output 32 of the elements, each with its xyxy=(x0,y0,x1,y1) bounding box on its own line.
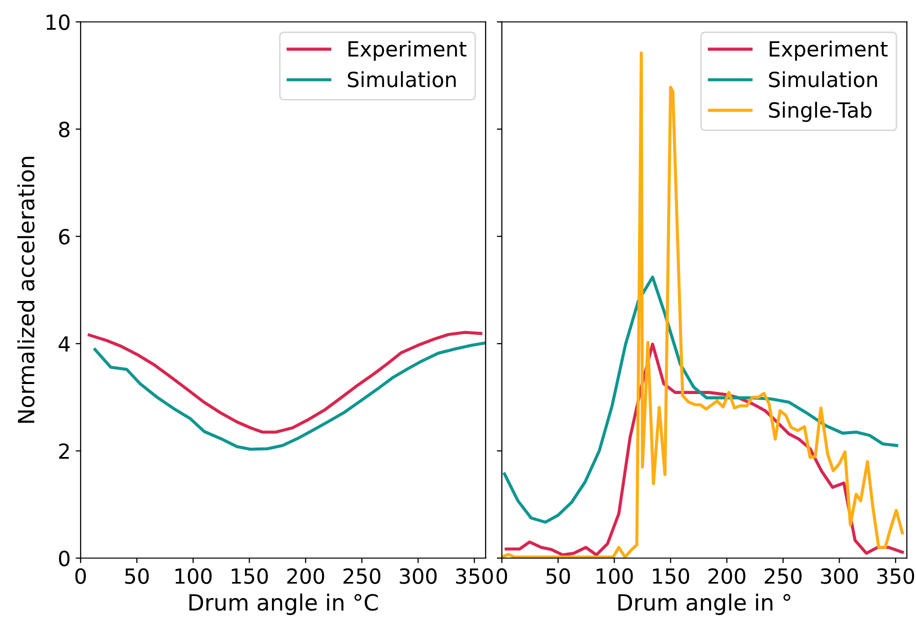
y-tick-label: 0 xyxy=(59,550,70,566)
legend-label: Single-Tab xyxy=(769,102,872,122)
x-tick-label: 300 xyxy=(400,568,437,584)
x-tick-label: 100 xyxy=(596,568,633,584)
x-tick-label: 250 xyxy=(344,568,380,584)
x-tick-label: 100 xyxy=(176,568,212,584)
x-tick-label: 300 xyxy=(821,568,858,584)
y-axis-title: Normalized acceleration xyxy=(17,156,35,423)
x-tick-label: 150 xyxy=(652,568,690,584)
x-tick-label: 50 xyxy=(546,568,570,584)
line-series xyxy=(93,342,486,451)
x-tick-label: 0 xyxy=(75,568,86,584)
x-tick-label: 350 xyxy=(456,568,493,584)
x-tick-label: 350 xyxy=(877,568,914,584)
legend-label: Experiment xyxy=(770,40,888,61)
x-tick-label: 150 xyxy=(232,568,268,584)
line-series xyxy=(88,330,482,434)
x-tick-label: 0 xyxy=(496,568,508,584)
y-tick-label: 10 xyxy=(46,14,70,30)
x-tick-label: 50 xyxy=(125,568,149,584)
x-tick-label: 250 xyxy=(764,568,802,584)
y-tick-label: 2 xyxy=(59,443,69,459)
x-tick-label: 200 xyxy=(287,568,324,584)
legend-label: Simulation xyxy=(769,71,877,88)
legend-label: Experiment xyxy=(348,40,466,61)
y-tick-label: 6 xyxy=(59,228,70,245)
legend-label: Simulation xyxy=(348,71,456,88)
y-tick-label: 8 xyxy=(59,122,70,138)
x-axis-title: Drum angle in °C xyxy=(189,594,378,616)
y-tick-label: 4 xyxy=(58,336,70,352)
x-tick-label: 200 xyxy=(708,568,746,584)
x-axis-title: Drum angle in ° xyxy=(618,594,790,616)
